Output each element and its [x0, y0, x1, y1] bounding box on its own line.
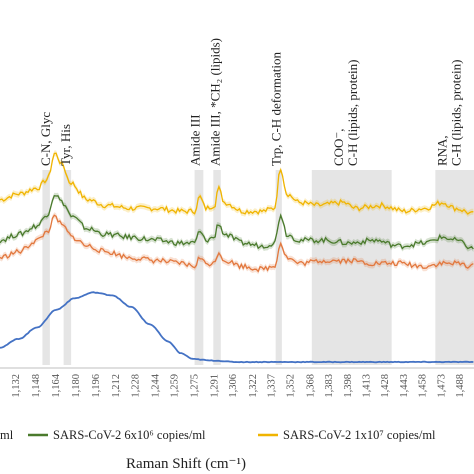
annotation-6-line2: C-H (lipids, protein) — [449, 59, 464, 166]
x-tick-12: 1,322 — [248, 374, 259, 398]
legend-first-tail: ml — [0, 428, 14, 442]
x-tick-labels: 1,132 1,148 1,164 1,180 1,196 1,212 1,228 1,244… — [11, 373, 466, 397]
highlight-bands — [42, 170, 474, 365]
x-tick-14: 1,352 — [285, 374, 296, 398]
legend-item-yellow: SARS-CoV-2 1x10⁷ copies/ml — [283, 428, 436, 442]
x-tick-1: 1,148 — [31, 374, 42, 398]
band-5 — [311, 170, 392, 365]
x-tick-22: 1,473 — [436, 374, 447, 398]
annotation-0: C-N, Glyc — [38, 112, 53, 166]
band-1 — [63, 170, 72, 365]
annotation-2: Amide III — [188, 114, 203, 166]
peak-annotations: C-N, Glyc Tyr, His Amide III Amide III, *CH… — [38, 38, 464, 166]
x-tick-7: 1,244 — [151, 373, 162, 397]
band-2 — [194, 170, 204, 365]
legend-item-green: SARS-CoV-2 6x10⁶ copies/ml — [53, 428, 206, 442]
x-tick-11: 1,306 — [228, 374, 239, 398]
x-tick-2: 1,164 — [51, 373, 62, 397]
x-tick-19: 1,428 — [380, 374, 391, 398]
x-tick-6: 1,228 — [131, 374, 142, 398]
x-tick-8: 1,259 — [169, 374, 180, 398]
legend: ml SARS-CoV-2 6x10⁶ copies/ml SARS-CoV-2… — [0, 428, 436, 442]
annotation-1: Tyr, His — [58, 124, 73, 166]
x-tick-18: 1,413 — [361, 374, 372, 398]
spectra-series — [0, 150, 474, 364]
band-4 — [275, 170, 282, 365]
series-1-line — [0, 194, 474, 250]
band-3 — [213, 170, 221, 365]
x-tick-16: 1,383 — [324, 374, 335, 398]
series-1-error-band — [0, 192, 474, 252]
band-0 — [42, 170, 50, 365]
series-2-line — [0, 214, 474, 273]
annotation-6: RNA, — [435, 135, 450, 166]
x-tick-23: 1,488 — [455, 374, 466, 398]
x-tick-20: 1,443 — [399, 374, 410, 398]
x-axis-title: Raman Shift (cm⁻¹) — [126, 456, 246, 472]
x-tick-3: 1,180 — [71, 374, 82, 398]
annotation-4: Trp, C-H deformation — [269, 52, 284, 166]
series-0-line — [0, 152, 474, 215]
x-tick-21: 1,458 — [418, 374, 429, 398]
x-tick-15: 1,368 — [305, 374, 316, 398]
series-0-error-band — [0, 150, 474, 217]
annotation-3: Amide III, *CH₂ (lipids) — [208, 38, 223, 166]
annotation-5-line2: C-H (lipids, protein) — [345, 59, 360, 166]
x-tick-5: 1,212 — [111, 374, 122, 398]
x-tick-17: 1,398 — [343, 374, 354, 398]
x-tick-13: 1,337 — [267, 374, 278, 398]
x-tick-10: 1,291 — [209, 374, 220, 398]
x-tick-0: 1,132 — [11, 374, 22, 398]
x-tick-9: 1,275 — [189, 374, 200, 398]
x-tick-4: 1,196 — [91, 374, 102, 398]
series-3-line — [0, 291, 474, 364]
annotation-5: COO⁻, — [331, 128, 346, 166]
